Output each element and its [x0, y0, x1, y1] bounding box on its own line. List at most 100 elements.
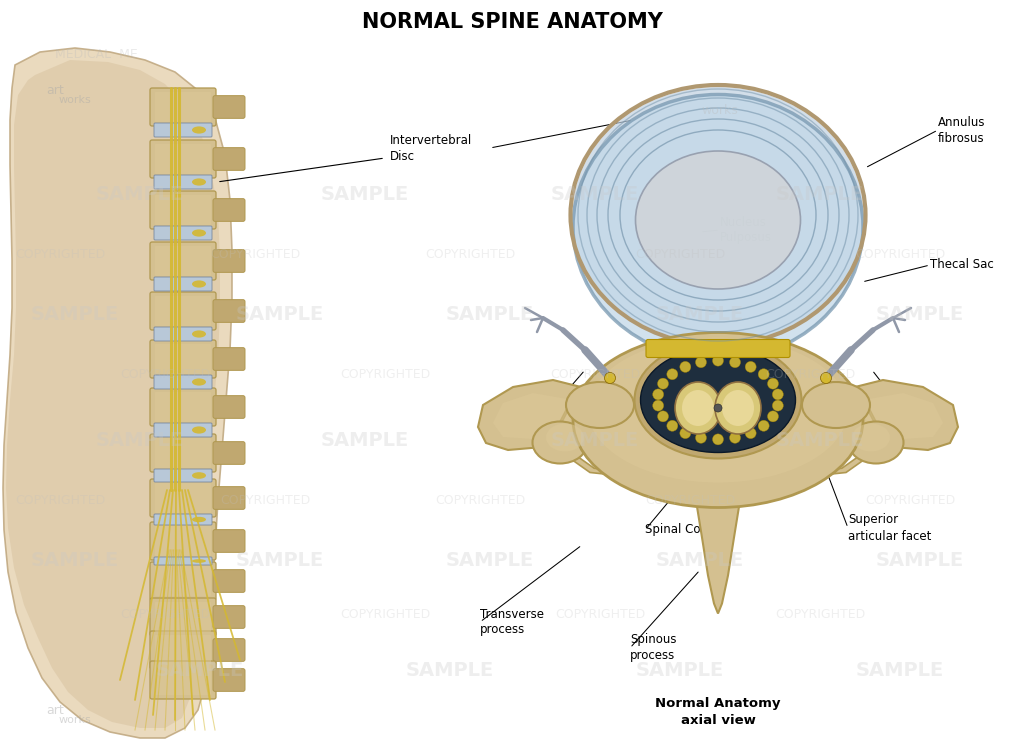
FancyBboxPatch shape [150, 388, 216, 426]
FancyBboxPatch shape [213, 396, 245, 418]
FancyBboxPatch shape [155, 392, 211, 422]
Polygon shape [6, 60, 220, 728]
FancyBboxPatch shape [154, 423, 212, 437]
Text: COPYRIGHTED: COPYRIGHTED [15, 494, 105, 506]
Polygon shape [690, 466, 746, 614]
Circle shape [657, 378, 669, 389]
FancyBboxPatch shape [150, 631, 216, 669]
Text: Normal Anatomy
axial view: Normal Anatomy axial view [655, 697, 780, 728]
Text: SAMPLE: SAMPLE [156, 661, 244, 680]
Ellipse shape [572, 87, 863, 343]
FancyBboxPatch shape [646, 340, 790, 358]
FancyBboxPatch shape [155, 438, 211, 468]
Text: COPYRIGHTED: COPYRIGHTED [765, 368, 855, 382]
Circle shape [729, 432, 740, 443]
FancyBboxPatch shape [155, 566, 211, 596]
Text: SAMPLE: SAMPLE [406, 661, 495, 680]
FancyBboxPatch shape [150, 562, 216, 600]
Text: COPYRIGHTED: COPYRIGHTED [555, 608, 645, 622]
FancyBboxPatch shape [213, 348, 245, 370]
Ellipse shape [193, 127, 206, 134]
Text: SAMPLE: SAMPLE [551, 185, 639, 205]
Text: SAMPLE: SAMPLE [656, 305, 744, 325]
Text: SAMPLE: SAMPLE [236, 550, 325, 569]
FancyBboxPatch shape [213, 570, 245, 592]
Ellipse shape [802, 382, 870, 428]
Ellipse shape [193, 379, 206, 386]
Text: COPYRIGHTED: COPYRIGHTED [855, 248, 945, 262]
Circle shape [667, 420, 678, 431]
Text: SAMPLE: SAMPLE [321, 430, 410, 449]
Text: SAMPLE: SAMPLE [96, 430, 184, 449]
Text: SAMPLE: SAMPLE [876, 550, 965, 569]
Text: COPYRIGHTED: COPYRIGHTED [340, 368, 430, 382]
Ellipse shape [636, 151, 801, 289]
Ellipse shape [852, 424, 890, 451]
Circle shape [604, 373, 615, 383]
Circle shape [657, 411, 669, 422]
Text: Nerve
Root: Nerve Root [534, 416, 568, 445]
Text: COPYRIGHTED: COPYRIGHTED [220, 494, 310, 506]
FancyBboxPatch shape [150, 434, 216, 472]
Text: COPYRIGHTED: COPYRIGHTED [865, 494, 955, 506]
Ellipse shape [640, 347, 796, 452]
FancyBboxPatch shape [155, 483, 211, 513]
FancyBboxPatch shape [213, 530, 245, 552]
FancyBboxPatch shape [150, 661, 216, 699]
FancyBboxPatch shape [213, 96, 245, 118]
Text: works: works [58, 715, 91, 725]
FancyBboxPatch shape [150, 191, 216, 229]
FancyBboxPatch shape [150, 522, 216, 560]
Circle shape [713, 433, 724, 445]
Ellipse shape [682, 390, 714, 426]
Ellipse shape [532, 422, 588, 464]
Text: SAMPLE: SAMPLE [445, 305, 535, 325]
Polygon shape [556, 383, 700, 478]
Text: Nerve
Root: Nerve Root [920, 418, 955, 446]
FancyBboxPatch shape [154, 277, 212, 291]
FancyBboxPatch shape [150, 242, 216, 280]
Text: Superior
articular facet: Superior articular facet [848, 514, 932, 542]
Polygon shape [843, 380, 958, 450]
Ellipse shape [675, 382, 721, 434]
FancyBboxPatch shape [155, 526, 211, 556]
Text: COPYRIGHTED: COPYRIGHTED [15, 248, 105, 262]
Circle shape [772, 389, 783, 400]
Text: SAMPLE: SAMPLE [876, 305, 965, 325]
Ellipse shape [573, 332, 863, 508]
Ellipse shape [193, 178, 206, 185]
Text: SAMPLE: SAMPLE [31, 305, 119, 325]
Text: COPYRIGHTED: COPYRIGHTED [120, 608, 210, 622]
Text: COPYRIGHTED: COPYRIGHTED [775, 608, 865, 622]
Text: Thecal Sac: Thecal Sac [930, 259, 993, 272]
Text: art: art [46, 83, 63, 97]
Text: Annulus
fibrosus: Annulus fibrosus [938, 116, 985, 145]
Text: Intervertebral
Disc: Intervertebral Disc [390, 134, 472, 163]
Polygon shape [478, 380, 593, 450]
Text: Spinous
process: Spinous process [630, 634, 677, 662]
Ellipse shape [546, 424, 584, 451]
Ellipse shape [193, 230, 206, 236]
FancyBboxPatch shape [155, 344, 211, 374]
FancyBboxPatch shape [154, 123, 212, 137]
Ellipse shape [573, 94, 863, 359]
Polygon shape [736, 383, 880, 478]
FancyBboxPatch shape [154, 557, 212, 565]
FancyBboxPatch shape [213, 300, 245, 322]
FancyBboxPatch shape [213, 250, 245, 272]
Text: COPYRIGHTED: COPYRIGHTED [340, 608, 430, 622]
Text: Spinal Cord: Spinal Cord [645, 524, 713, 536]
Ellipse shape [566, 382, 634, 428]
FancyBboxPatch shape [213, 199, 245, 221]
Text: SAMPLE: SAMPLE [236, 305, 325, 325]
Ellipse shape [635, 341, 802, 458]
Text: Nucleus
Pulposus: Nucleus Pulposus [720, 215, 772, 244]
Text: SAMPLE: SAMPLE [776, 185, 864, 205]
FancyBboxPatch shape [213, 442, 245, 464]
Circle shape [667, 369, 678, 380]
Circle shape [680, 427, 691, 439]
FancyBboxPatch shape [154, 226, 212, 240]
Circle shape [652, 400, 664, 411]
Circle shape [772, 400, 783, 411]
FancyBboxPatch shape [213, 148, 245, 170]
